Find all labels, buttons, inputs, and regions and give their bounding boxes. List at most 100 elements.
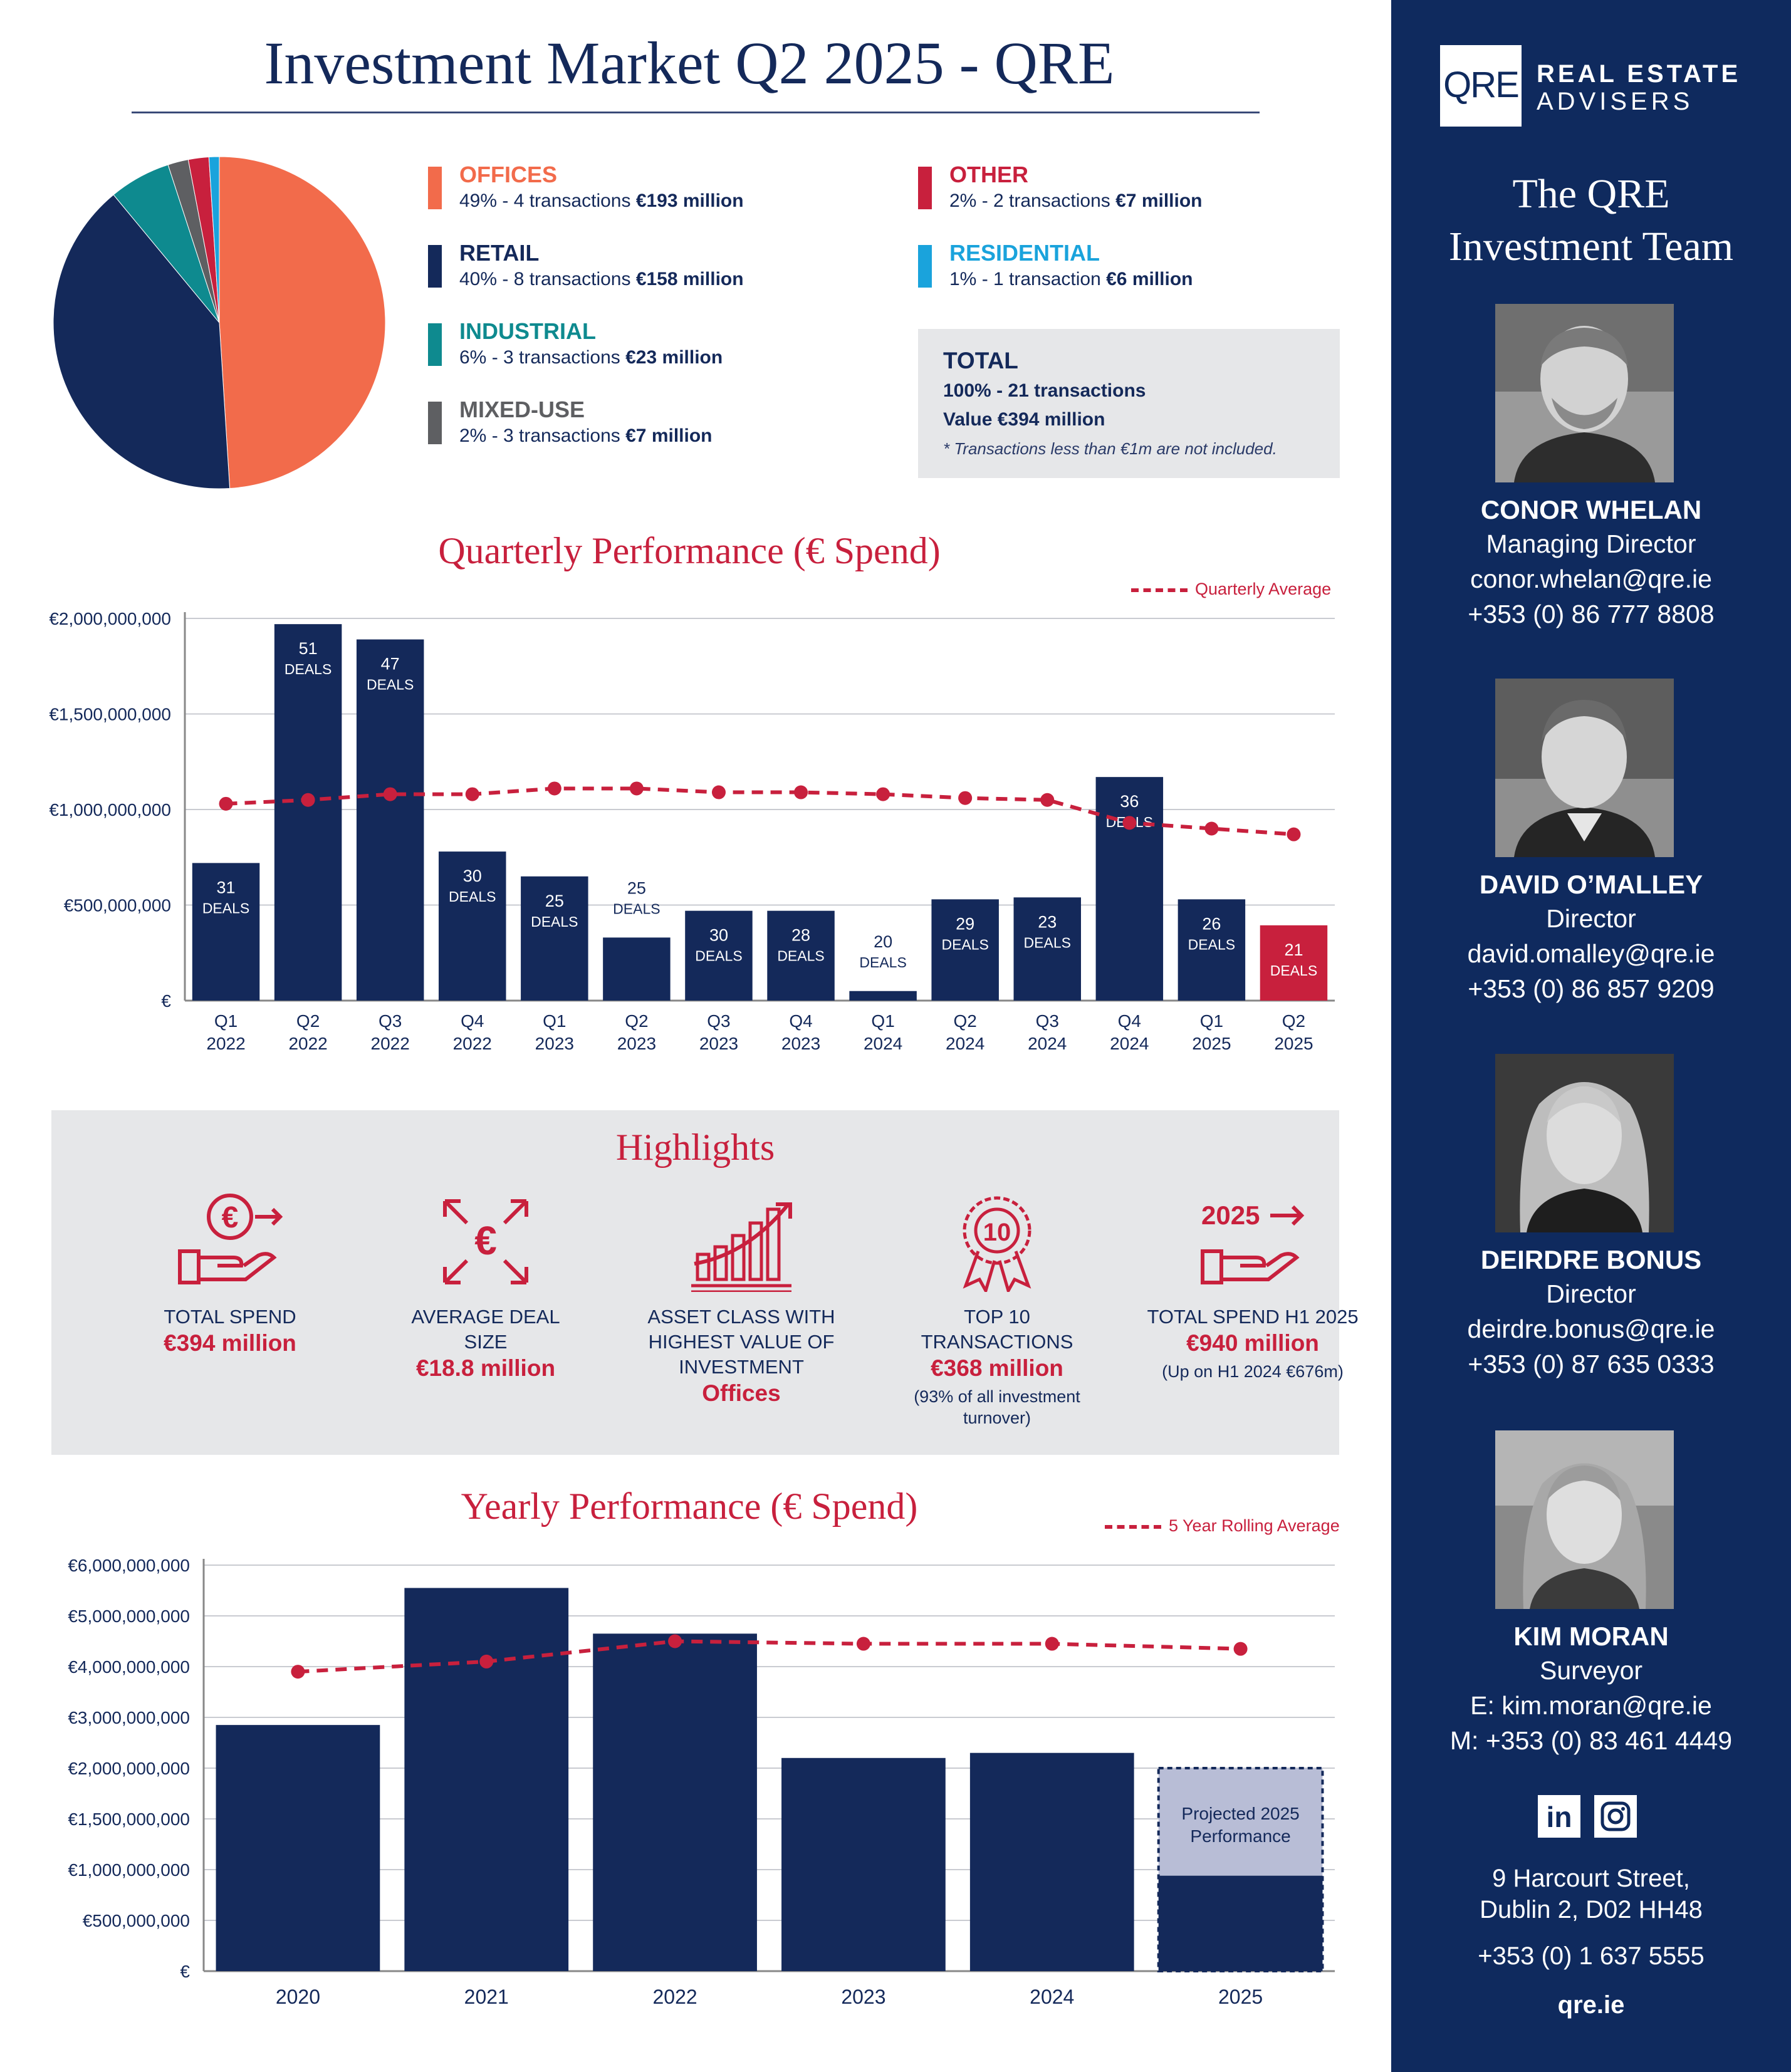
bar-q4-2022 [439, 851, 506, 1001]
qre-logo-text: QRE [1443, 65, 1520, 105]
svg-text:2025: 2025 [1201, 1200, 1260, 1230]
bar-2022 [593, 1633, 757, 1971]
average-line [226, 786, 1294, 836]
bar-2025 [1158, 1875, 1323, 1971]
website-link[interactable]: qre.ie [1557, 1991, 1625, 2019]
average-point [794, 785, 808, 799]
svg-text:€: € [474, 1218, 497, 1263]
legend-detail-retail: 40% - 8 transactions €158 million [459, 269, 744, 289]
linkedin-glyph: in [1546, 1801, 1572, 1833]
average-point [856, 1637, 870, 1651]
projection-label-line-1: Projected 2025 [1181, 1804, 1299, 1823]
x-tick-label: 2023 [535, 1034, 574, 1053]
average-point [1045, 1637, 1059, 1651]
average-point [1233, 1642, 1248, 1656]
linkedin-icon[interactable]: in [1538, 1795, 1580, 1838]
top-10-badge-icon: 10 [963, 1196, 1031, 1292]
bar-q4-2024 [1095, 777, 1164, 1001]
x-tick-label: Q4 [1118, 1011, 1141, 1031]
deal-word-label: DEALS [285, 661, 332, 677]
deal-word-label: DEALS [859, 954, 906, 971]
asset-class-pie-chart [53, 156, 386, 489]
member-role: Managing Director [1486, 529, 1696, 558]
deal-count-label: 30 [463, 867, 482, 885]
deal-count-label: 30 [709, 926, 728, 945]
average-point [465, 787, 479, 801]
office-address-line-1: 9 Harcourt Street, [1492, 1865, 1690, 1892]
average-point [1204, 821, 1219, 836]
member-email-link[interactable]: conor.whelan@qre.ie [1470, 565, 1712, 593]
bar-2021 [404, 1588, 569, 1971]
legend-swatch-offices [428, 167, 442, 209]
logo-line-1: REAL ESTATE [1537, 60, 1741, 88]
legend-name-retail: RETAIL [459, 240, 540, 266]
deal-count-label: 47 [381, 655, 400, 674]
member-email-link[interactable]: E: kim.moran@qre.ie [1470, 1691, 1712, 1720]
y-tick-label: €1,000,000,000 [49, 800, 171, 820]
average-line [298, 1639, 1241, 1674]
x-tick-label: 2024 [1030, 1986, 1074, 2008]
bar-q3-2024 [1013, 897, 1081, 1001]
average-point [629, 781, 644, 796]
average-point [301, 793, 315, 807]
member-name: DEIRDRE BONUS [1480, 1245, 1702, 1274]
x-tick-label: 2024 [1028, 1034, 1067, 1053]
deal-count-label: 36 [1120, 792, 1139, 811]
average-point [1040, 793, 1055, 807]
member-email-link[interactable]: david.omalley@qre.ie [1467, 939, 1715, 968]
highlight-asset-class-value: Offices [702, 1380, 781, 1406]
total-transactions: 100% - 21 transactions [943, 380, 1146, 401]
x-tick-label: Q1 [214, 1011, 238, 1031]
average-point [1287, 827, 1301, 841]
average-point [219, 796, 233, 811]
bar-q2-2024 [931, 899, 999, 1001]
yearly-legend-label: 5 Year Rolling Average [1169, 1516, 1340, 1535]
legend-detail-industrial: 6% - 3 transactions €23 million [459, 347, 723, 368]
highlight-average-deal-value: €18.8 million [415, 1355, 556, 1381]
deal-word-label: DEALS [777, 948, 824, 964]
y-tick-label: €1,500,000,000 [49, 705, 171, 724]
x-tick-label: Q2 [296, 1011, 320, 1031]
total-value: Value €394 million [943, 409, 1105, 430]
x-tick-label: 2024 [1110, 1034, 1149, 1053]
bar-q1-2022 [192, 863, 260, 1001]
x-tick-label: 2022 [652, 1986, 697, 2008]
avatar [1495, 304, 1674, 482]
legend-name-residential: RESIDENTIAL [949, 240, 1100, 266]
legend-name-industrial: INDUSTRIAL [459, 318, 596, 344]
total-summary-box: TOTAL 100% - 21 transactions Value €394 … [918, 329, 1340, 478]
bar-q1-2023 [521, 876, 588, 1001]
deal-word-label: DEALS [613, 900, 660, 917]
bar-q3-2022 [356, 639, 424, 1001]
x-tick-label: Q2 [625, 1011, 648, 1031]
pie-slice-residential [208, 156, 220, 323]
average-point [291, 1665, 305, 1679]
legend-swatch-retail [428, 245, 442, 288]
deal-word-label: DEALS [1270, 962, 1317, 979]
highlight-top-10-label: TOP 10 TRANSACTIONS €368 million (93% of… [865, 1304, 1129, 1429]
total-heading: TOTAL [943, 348, 1018, 373]
deal-count-label: 31 [217, 878, 236, 897]
legend-swatch-industrial [428, 323, 442, 366]
legend-swatch-residential [918, 245, 932, 288]
bar-q2-2023 [603, 937, 671, 1001]
deal-count-label: 29 [956, 914, 974, 933]
instagram-icon[interactable] [1594, 1795, 1637, 1838]
legend-swatch-other [918, 167, 932, 209]
x-tick-label: 2025 [1274, 1034, 1313, 1053]
member-email-link[interactable]: deirdre.bonus@qre.ie [1467, 1315, 1715, 1343]
highlight-top-10-value: €368 million [931, 1355, 1063, 1381]
x-tick-label: Q3 [379, 1011, 402, 1031]
projection-label-line-2: Performance [1190, 1826, 1290, 1846]
deal-count-label: 23 [1038, 912, 1057, 931]
average-point [876, 787, 890, 801]
y-tick-label: €6,000,000,000 [68, 1556, 190, 1575]
average-point [383, 787, 397, 801]
avatar [1495, 679, 1674, 857]
highlight-average-deal-label: AVERAGE DEAL SIZE €18.8 million [354, 1304, 617, 1382]
member-phone: M: +353 (0) 83 461 4449 [1449, 1726, 1733, 1755]
member-phone: +353 (0) 86 857 9209 [1468, 974, 1715, 1003]
yearly-legend-line-icon [1105, 1524, 1161, 1529]
member-name: CONOR WHELAN [1480, 495, 1702, 524]
member-role: Director [1546, 1279, 1636, 1308]
